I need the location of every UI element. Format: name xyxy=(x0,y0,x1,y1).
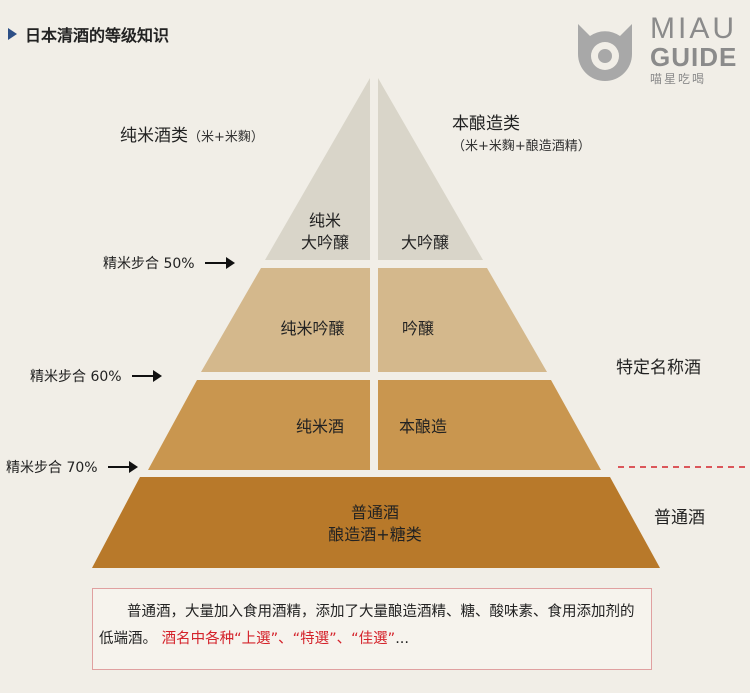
tier-daiginjo-left-line1: 纯米 xyxy=(308,211,341,230)
brand-logo: MIAU GUIDE 喵星吃喝 xyxy=(570,10,745,86)
polish-ratio-60: 精米步合 60% xyxy=(30,366,162,386)
category-special-label: 特定名称酒 xyxy=(616,358,701,378)
polish-ratio-70-text: 精米步合 70% xyxy=(6,460,98,476)
logo-guide: GUIDE xyxy=(650,42,738,72)
column-left-header: 纯米酒类（米+米麴） xyxy=(120,121,264,146)
tier-daiginjo-left xyxy=(265,78,370,260)
arrow-right-icon xyxy=(204,257,235,269)
tier-futsu-line1: 普通酒 xyxy=(350,503,399,522)
triangle-marker-icon xyxy=(8,28,17,40)
note-box: 普通酒，大量加入食用酒精，添加了大量酿造酒精、糖、酸味素、食用添加剂的低端酒。 … xyxy=(92,588,652,670)
tier-honjozo-right xyxy=(378,380,601,470)
tier-ginjo-left-label: 纯米吟醸 xyxy=(280,319,345,338)
tier-daiginjo-left-line2: 大吟醸 xyxy=(300,233,349,252)
tier-honjozo-left-label: 纯米酒 xyxy=(295,417,344,436)
category-ordinary-label: 普通酒 xyxy=(654,508,705,528)
tier-futsu xyxy=(92,477,660,568)
column-left-sub: （米+米麴） xyxy=(188,130,264,145)
tier-ginjo-right xyxy=(378,268,547,372)
note-text: 普通酒，大量加入食用酒精，添加了大量酿造酒精、糖、酸味素、食用添加剂的低端酒。 … xyxy=(99,599,647,653)
tier-daiginjo-right xyxy=(378,78,483,260)
tier-honjozo-right-label: 本酿造 xyxy=(398,417,447,436)
polish-ratio-50: 精米步合 50% xyxy=(103,253,235,273)
tier-futsu-label: 普通酒 酿造酒+糖类 xyxy=(300,502,450,546)
column-right-title: 本酿造类 xyxy=(452,114,520,134)
arrow-right-icon xyxy=(107,461,138,473)
polish-ratio-60-text: 精米步合 60% xyxy=(30,369,122,385)
tier-ginjo-left xyxy=(201,268,370,372)
polish-ratio-50-text: 精米步合 50% xyxy=(103,256,195,272)
note-ellipsis: ... xyxy=(395,631,410,647)
page-title-text: 日本清酒的等级知识 xyxy=(25,26,170,45)
page-title: 日本清酒的等级知识 xyxy=(8,22,169,46)
polish-ratio-70: 精米步合 70% xyxy=(6,457,138,477)
tier-daiginjo-left-label: 纯米 大吟醸 xyxy=(280,210,370,254)
logo-miau: MIAU xyxy=(650,12,737,45)
note-body: 普通酒，大量加入食用酒精，添加了大量酿造酒精、糖、酸味素、食用添加剂的低端酒。 xyxy=(99,604,635,647)
column-right-sub: （米+米麴+酿造酒精） xyxy=(452,139,591,154)
tier-honjozo-left xyxy=(148,380,370,470)
tier-futsu-line2: 酿造酒+糖类 xyxy=(328,525,422,544)
cat-logo-icon xyxy=(578,24,632,81)
column-left-title: 纯米酒类 xyxy=(120,126,188,146)
tier-ginjo-right-label: 吟醸 xyxy=(401,319,434,338)
note-highlight: 酒名中各种“上選”、“特選”、“佳選” xyxy=(161,631,396,647)
logo-tagline: 喵星吃喝 xyxy=(650,72,707,86)
arrow-right-icon xyxy=(131,370,162,382)
tier-daiginjo-right-label: 大吟醸 xyxy=(400,233,449,252)
